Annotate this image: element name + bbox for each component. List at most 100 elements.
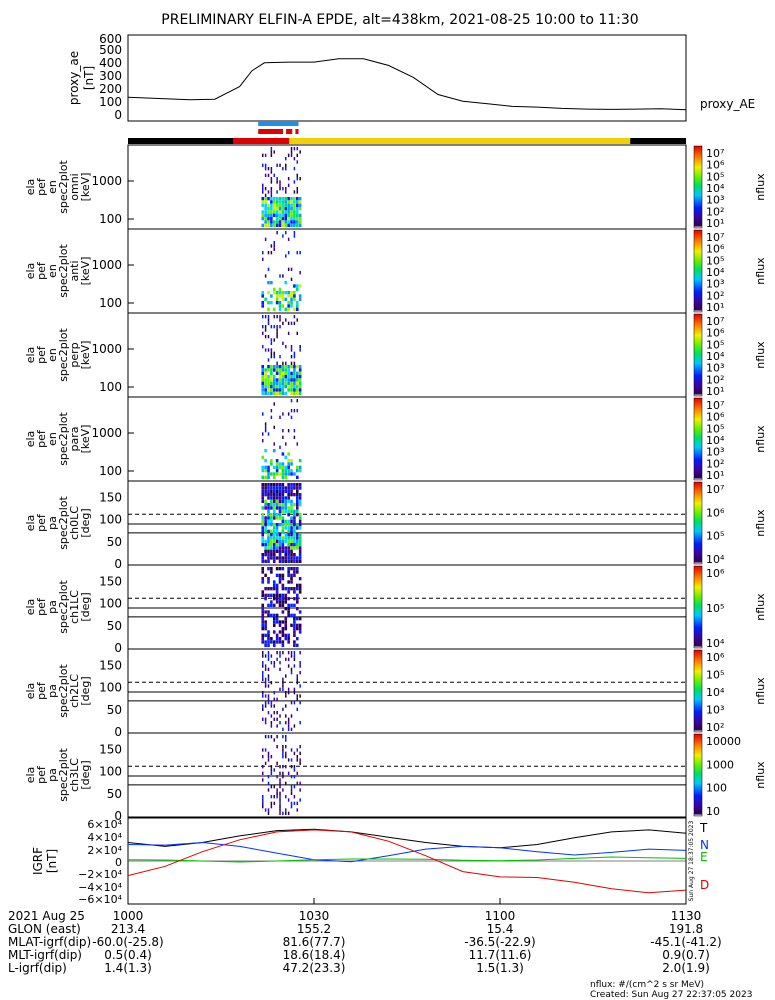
- spec-cell: [284, 620, 288, 624]
- spec-cell: [281, 291, 285, 295]
- spec-cell: [270, 499, 273, 503]
- spec-cell: [272, 200, 276, 204]
- spec-cell: [287, 267, 290, 271]
- spec-ylabel: pef: [35, 177, 48, 196]
- footer-date-1130: 1130: [671, 909, 702, 923]
- colorbar-tick: 10⁵: [706, 669, 724, 682]
- spec-cell: [276, 328, 278, 332]
- spec-cell: [298, 543, 302, 547]
- igrf-ylabel-1: IGRF: [31, 847, 45, 875]
- spec-cell: [272, 623, 276, 627]
- spec-cell: [293, 597, 296, 601]
- spec-cell: [267, 775, 270, 779]
- spec-cell: [293, 217, 296, 221]
- spec-cell: [295, 287, 299, 291]
- spec-cell: [267, 533, 270, 537]
- spec-cell: [261, 513, 265, 517]
- spec-cell: [278, 513, 282, 517]
- spec-cell: [278, 213, 282, 217]
- spec-cell: [261, 717, 264, 721]
- spec-cell: [272, 385, 276, 389]
- spec-cell: [293, 294, 296, 298]
- spec-cell: [281, 593, 285, 597]
- spec-cell: [282, 727, 284, 731]
- spec-ylabel: spec2plot: [57, 748, 70, 802]
- spec-cell: [261, 213, 265, 217]
- spec-cell: [293, 801, 296, 805]
- spec-cell: [290, 523, 293, 527]
- spec-cell: [264, 475, 267, 479]
- spec-cell: [272, 449, 276, 453]
- spec-tick: 150: [99, 490, 122, 504]
- spec-frame: [127, 480, 687, 566]
- spec-cell: [278, 567, 282, 571]
- spec-cell: [284, 197, 288, 201]
- spec-cell: [293, 751, 296, 755]
- igrf-line-D: [127, 829, 687, 894]
- spec-cell: [279, 801, 281, 805]
- spec-cell: [282, 684, 284, 688]
- spec-cell: [284, 559, 288, 563]
- spec-cell: [287, 412, 290, 416]
- spec-cell: [281, 539, 285, 543]
- spec-cell: [284, 371, 288, 375]
- spec-cell: [267, 630, 270, 634]
- spec-cell: [285, 808, 287, 812]
- spec-cell: [267, 553, 270, 557]
- spec-cell: [270, 200, 273, 204]
- spec-cell: [267, 173, 270, 177]
- spec-cell: [298, 203, 302, 207]
- footer-label-glon: GLON (east): [8, 922, 81, 936]
- spec-tick: 50: [107, 787, 122, 801]
- spec-cell: [293, 701, 296, 705]
- spec-cell: [275, 297, 279, 301]
- spec-cell: [264, 425, 267, 429]
- spec-cell: [261, 499, 265, 503]
- spec-ylabel: en: [46, 348, 59, 362]
- spec-cell: [267, 735, 270, 739]
- spec-cell: [281, 381, 285, 385]
- spec-cell: [281, 600, 285, 604]
- spec-cell: [261, 805, 264, 809]
- spec-cell: [264, 274, 267, 278]
- spec-cell: [261, 493, 265, 497]
- spec-cell: [298, 368, 302, 372]
- spec-cell: [295, 388, 299, 392]
- spec-ylabel: spec2plot: [57, 580, 70, 634]
- spec-cell: [299, 798, 301, 802]
- spec-cell: [299, 788, 301, 792]
- spec-ylabel: [keV]: [79, 257, 92, 286]
- spec-cell: [275, 516, 279, 520]
- spec-cell: [272, 593, 276, 597]
- spec-cell: [287, 203, 290, 207]
- spec-cell: [272, 207, 276, 211]
- spec-cell: [261, 331, 264, 335]
- spec-cell: [295, 509, 299, 513]
- spec-cell: [281, 304, 285, 308]
- spec-cell: [267, 654, 270, 658]
- spec-cell: [295, 284, 299, 288]
- spec-cell: [281, 556, 285, 560]
- spec-cell: [267, 811, 270, 815]
- spec-cell: [272, 587, 276, 591]
- spec-cell: [264, 506, 267, 510]
- spec-cell: [278, 620, 282, 624]
- spec-cell: [287, 651, 290, 655]
- spec-cell: [290, 546, 293, 550]
- spec-cell: [264, 704, 267, 708]
- spec-cell: [293, 617, 296, 621]
- spec-cell: [281, 472, 285, 476]
- colorbar-tick: 10⁷: [706, 231, 724, 244]
- spec-cell: [278, 603, 282, 607]
- ephemeris-bar: [128, 121, 686, 144]
- spec-cell: [296, 251, 299, 255]
- footer-glon-1000: 213.4: [111, 922, 145, 936]
- spec-cell: [290, 623, 293, 627]
- spec-cell: [290, 805, 293, 809]
- spec-cell: [295, 539, 299, 543]
- spec-cell: [284, 503, 288, 507]
- spec-cell: [261, 559, 265, 563]
- spec-cell: [261, 801, 264, 805]
- igrf-legend-T: T: [699, 821, 708, 835]
